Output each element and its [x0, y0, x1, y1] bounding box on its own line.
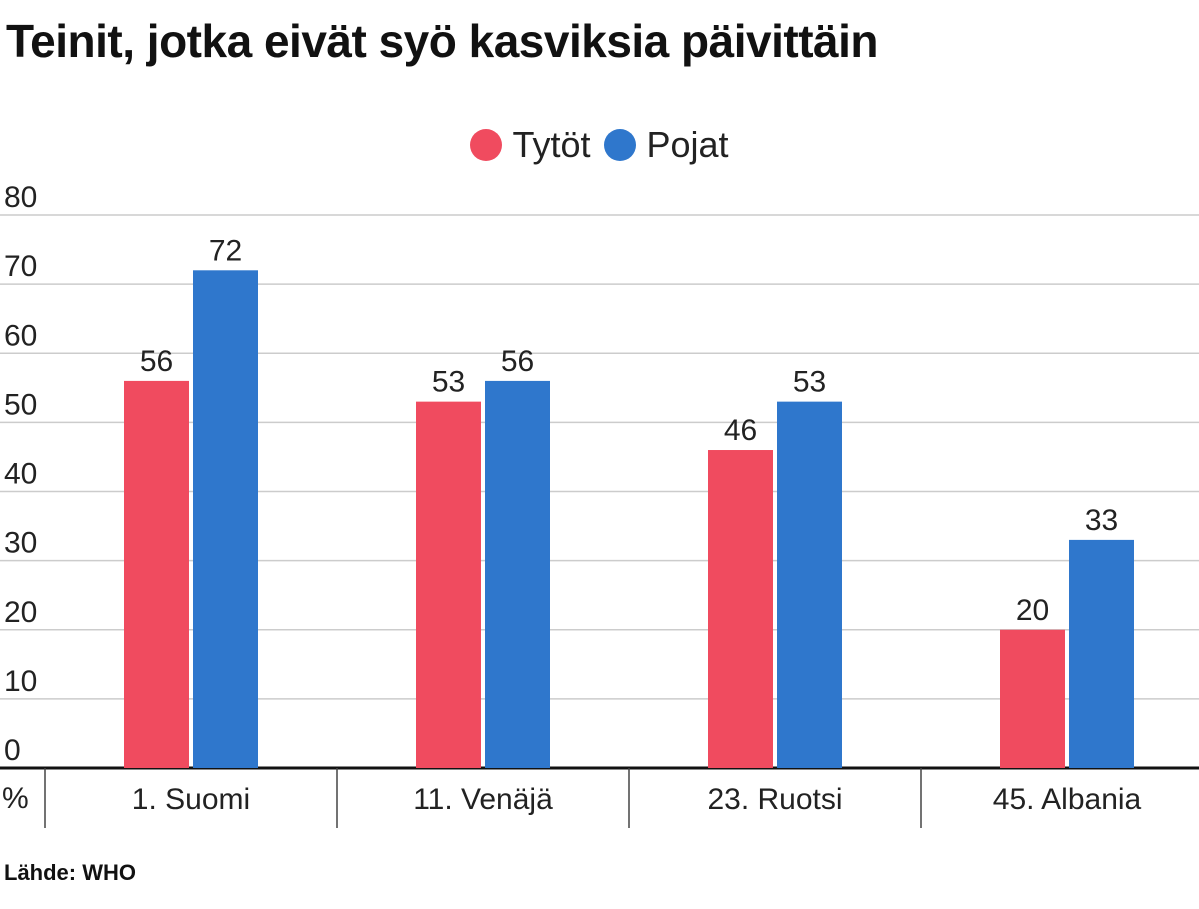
x-tick-label: 11. Venäjä [413, 783, 553, 816]
y-axis-label: % [2, 782, 29, 815]
chart-title: Teinit, jotka eivät syö kasviksia päivit… [6, 15, 878, 67]
legend-swatch-tytot [470, 129, 503, 161]
y-tick-label: 70 [4, 250, 37, 283]
bar-tytot [124, 380, 189, 768]
bar-pojat [193, 270, 258, 768]
x-tick-label: 45. Albania [993, 783, 1142, 816]
y-tick-label: 40 [4, 458, 37, 491]
legend-label-pojat: Pojat [646, 124, 729, 165]
y-tick-label: 10 [4, 665, 37, 698]
legend-item-pojat: Pojat [604, 124, 729, 166]
data-label: 33 [1085, 504, 1118, 537]
legend-item-tytot: Tytöt [470, 124, 590, 166]
data-label: 53 [432, 366, 465, 399]
y-tick-label: 80 [4, 181, 37, 214]
legend-label-tytot: Tytöt [512, 124, 591, 165]
y-tick-label: 0 [4, 734, 21, 767]
data-label: 46 [724, 414, 757, 447]
data-label: 56 [501, 345, 534, 378]
bar-tytot [708, 450, 773, 768]
x-tick-label: 23. Ruotsi [707, 783, 842, 816]
data-label: 53 [793, 366, 826, 399]
x-tick-label: 1. Suomi [132, 783, 250, 816]
bar-pojat [1069, 539, 1134, 768]
data-label: 72 [209, 234, 242, 267]
legend-swatch-pojat [604, 129, 637, 161]
source-note: Lähde: WHO [4, 860, 136, 885]
y-tick-label: 50 [4, 388, 37, 421]
y-tick-label: 20 [4, 596, 37, 629]
bar-tytot [416, 401, 481, 768]
bar-pojat [777, 401, 842, 768]
data-label: 20 [1016, 594, 1049, 627]
legend: Tytöt Pojat [0, 124, 1199, 166]
bar-pojat [485, 380, 550, 768]
data-label: 56 [140, 345, 173, 378]
bar-tytot [1000, 629, 1065, 768]
y-tick-label: 60 [4, 319, 37, 352]
y-tick-label: 30 [4, 527, 37, 560]
